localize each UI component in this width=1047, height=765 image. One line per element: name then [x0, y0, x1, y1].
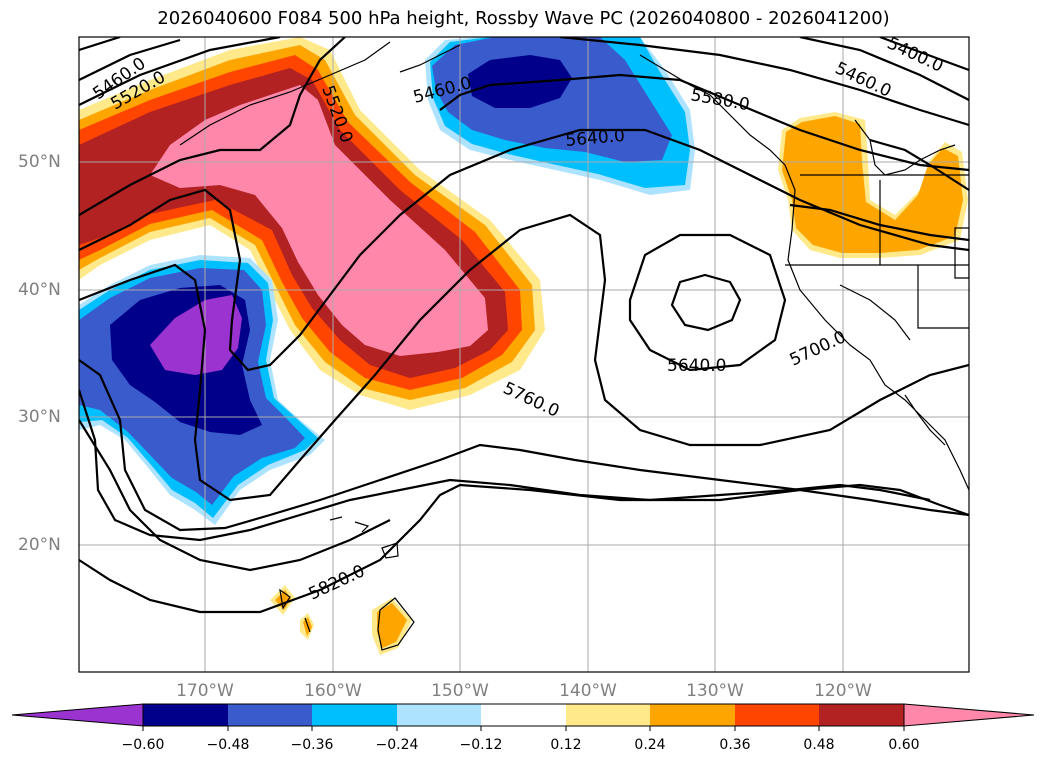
- contour-label: 5700.0: [787, 327, 849, 370]
- colorbar-segment: [228, 704, 312, 726]
- colorbar-extend-high: [903, 703, 1035, 727]
- colorbar-tick-label: −0.36: [290, 737, 334, 753]
- lon-label: 160°W: [304, 681, 362, 701]
- anomaly-positive-060: [150, 85, 488, 356]
- colorbar-segment: [819, 704, 904, 726]
- colorbar-segment: [397, 704, 481, 726]
- anomaly-negative-sw-060: [150, 295, 242, 375]
- contour-label: 5820.0: [306, 561, 368, 604]
- map-frame: [78, 36, 970, 673]
- contour-label: 5640.0: [667, 356, 726, 376]
- lat-label: 40°N: [18, 280, 61, 300]
- colorbar-tick-label: 0.36: [719, 737, 751, 753]
- contour-label: 5400.0: [884, 33, 946, 76]
- colorbar-segment: [566, 704, 650, 726]
- lat-label: 30°N: [18, 407, 61, 427]
- lon-label: 170°W: [176, 681, 234, 701]
- colorbar-extend-low: [11, 703, 144, 727]
- lon-label: 150°W: [431, 681, 489, 701]
- colorbar: [11, 703, 1035, 731]
- colorbar-tick-label: −0.24: [375, 737, 419, 753]
- colorbar-segment: [735, 704, 819, 726]
- chart-title: 2026040600 F084 500 hPa height, Rossby W…: [157, 8, 890, 29]
- colorbar-segment: [481, 704, 566, 726]
- colorbar-segment: [312, 704, 397, 726]
- colorbar-tick-label: −0.60: [121, 737, 165, 753]
- anomaly-shading: [79, 37, 968, 655]
- gridlines: [79, 37, 969, 672]
- height-contours: [79, 37, 969, 614]
- lon-label: 120°W: [814, 681, 872, 701]
- lat-label: 20°N: [18, 535, 61, 555]
- colorbar-tick-label: −0.12: [459, 737, 503, 753]
- colorbar-tick-label: 0.48: [803, 737, 835, 753]
- contour-label: 5760.0: [500, 378, 562, 421]
- lon-label: 130°W: [686, 681, 744, 701]
- anomaly-positive-hawaii-3b: [377, 603, 407, 648]
- colorbar-tick-label: 0.60: [888, 737, 920, 753]
- contour-label: 5580.0: [689, 85, 751, 115]
- colorbar-segment: [143, 704, 228, 726]
- colorbar-segment: [650, 704, 735, 726]
- colorbar-tick-label: 0.24: [634, 737, 666, 753]
- contour-label: 5460.0: [832, 58, 894, 101]
- lat-label: 50°N: [18, 152, 61, 172]
- lon-label: 140°W: [559, 681, 617, 701]
- anomaly-negative-048: [468, 55, 572, 108]
- colorbar-tick-label: 0.12: [550, 737, 582, 753]
- anomaly-positive-nw-024: [782, 116, 963, 253]
- coastlines: [179, 41, 969, 651]
- colorbar-tick-label: −0.48: [206, 737, 250, 753]
